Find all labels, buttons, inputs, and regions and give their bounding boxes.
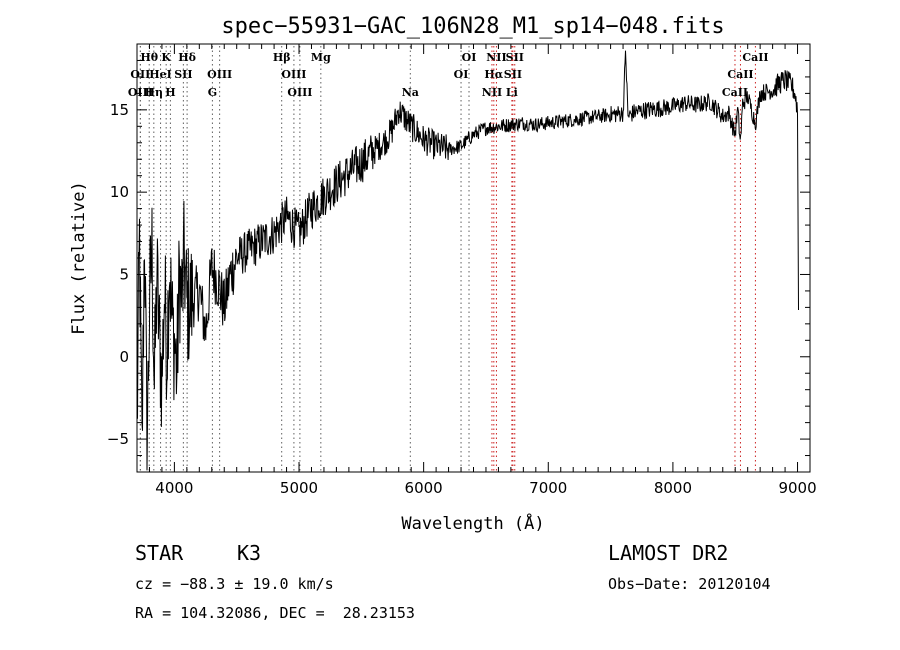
plot-frame bbox=[136, 43, 811, 473]
marker-label-22: OIII bbox=[287, 86, 312, 99]
marker-label-3: Hβ bbox=[273, 51, 291, 64]
x-tick-label: 8000 bbox=[654, 479, 692, 497]
observation-date: Obs−Date: 20120104 bbox=[608, 575, 771, 593]
marker-label-20: H bbox=[165, 86, 175, 99]
marker-label-11: SII bbox=[174, 68, 192, 81]
marker-label-4: Mg bbox=[311, 51, 331, 64]
y-tick-label: 15 bbox=[110, 101, 129, 119]
x-tick-label: 6000 bbox=[405, 479, 443, 497]
marker-label-21: G bbox=[208, 86, 217, 99]
marker-label-17: CaII bbox=[727, 68, 753, 81]
coordinates: RA = 104.32086, DEC = 28.23153 bbox=[135, 604, 415, 622]
marker-label-5: OI bbox=[462, 51, 477, 64]
marker-label-8: CaII bbox=[742, 51, 768, 64]
marker-label-10: HeI bbox=[149, 68, 172, 81]
chart-title: spec−55931−GAC_106N28_M1_sp14−048.fits bbox=[221, 14, 724, 39]
x-tick-label: 7000 bbox=[529, 479, 567, 497]
object-subclass: K3 bbox=[237, 541, 262, 565]
marker-label-23: Na bbox=[402, 86, 419, 99]
marker-label-19: Hη bbox=[145, 86, 163, 99]
marker-label-26: CaII bbox=[722, 86, 748, 99]
marker-label-16: SII bbox=[504, 68, 522, 81]
y-tick-label: 5 bbox=[119, 265, 129, 283]
marker-label-14: OI bbox=[454, 68, 469, 81]
survey-name: LAMOST DR2 bbox=[608, 541, 729, 565]
y-tick-label: −5 bbox=[107, 430, 129, 448]
x-tick-label: 4000 bbox=[155, 479, 193, 497]
marker-label-18: OIII bbox=[128, 86, 153, 99]
marker-label-15: Hα bbox=[484, 68, 503, 81]
marker-label-0: Hθ bbox=[140, 51, 158, 64]
y-tick-label: 10 bbox=[110, 183, 129, 201]
marker-label-1: K bbox=[161, 51, 171, 64]
redshift-velocity: cz = −88.3 ± 19.0 km/s bbox=[135, 575, 334, 593]
spectrum-line bbox=[136, 50, 799, 471]
y-axis-label: Flux (relative) bbox=[69, 181, 89, 335]
x-tick-label: 5000 bbox=[280, 479, 318, 497]
marker-label-25: Li bbox=[506, 86, 518, 99]
x-axis-label: Wavelength (Å) bbox=[401, 512, 544, 534]
marker-label-6: NII bbox=[486, 51, 506, 64]
marker-label-12: OIII bbox=[207, 68, 232, 81]
marker-label-13: OIII bbox=[281, 68, 306, 81]
x-tick-label: 9000 bbox=[778, 479, 816, 497]
object-class: STAR bbox=[135, 541, 184, 565]
y-tick-label: 0 bbox=[119, 348, 129, 366]
marker-label-2: Hδ bbox=[178, 51, 196, 64]
marker-label-24: NII bbox=[482, 86, 502, 99]
marker-label-7: SII bbox=[506, 51, 524, 64]
